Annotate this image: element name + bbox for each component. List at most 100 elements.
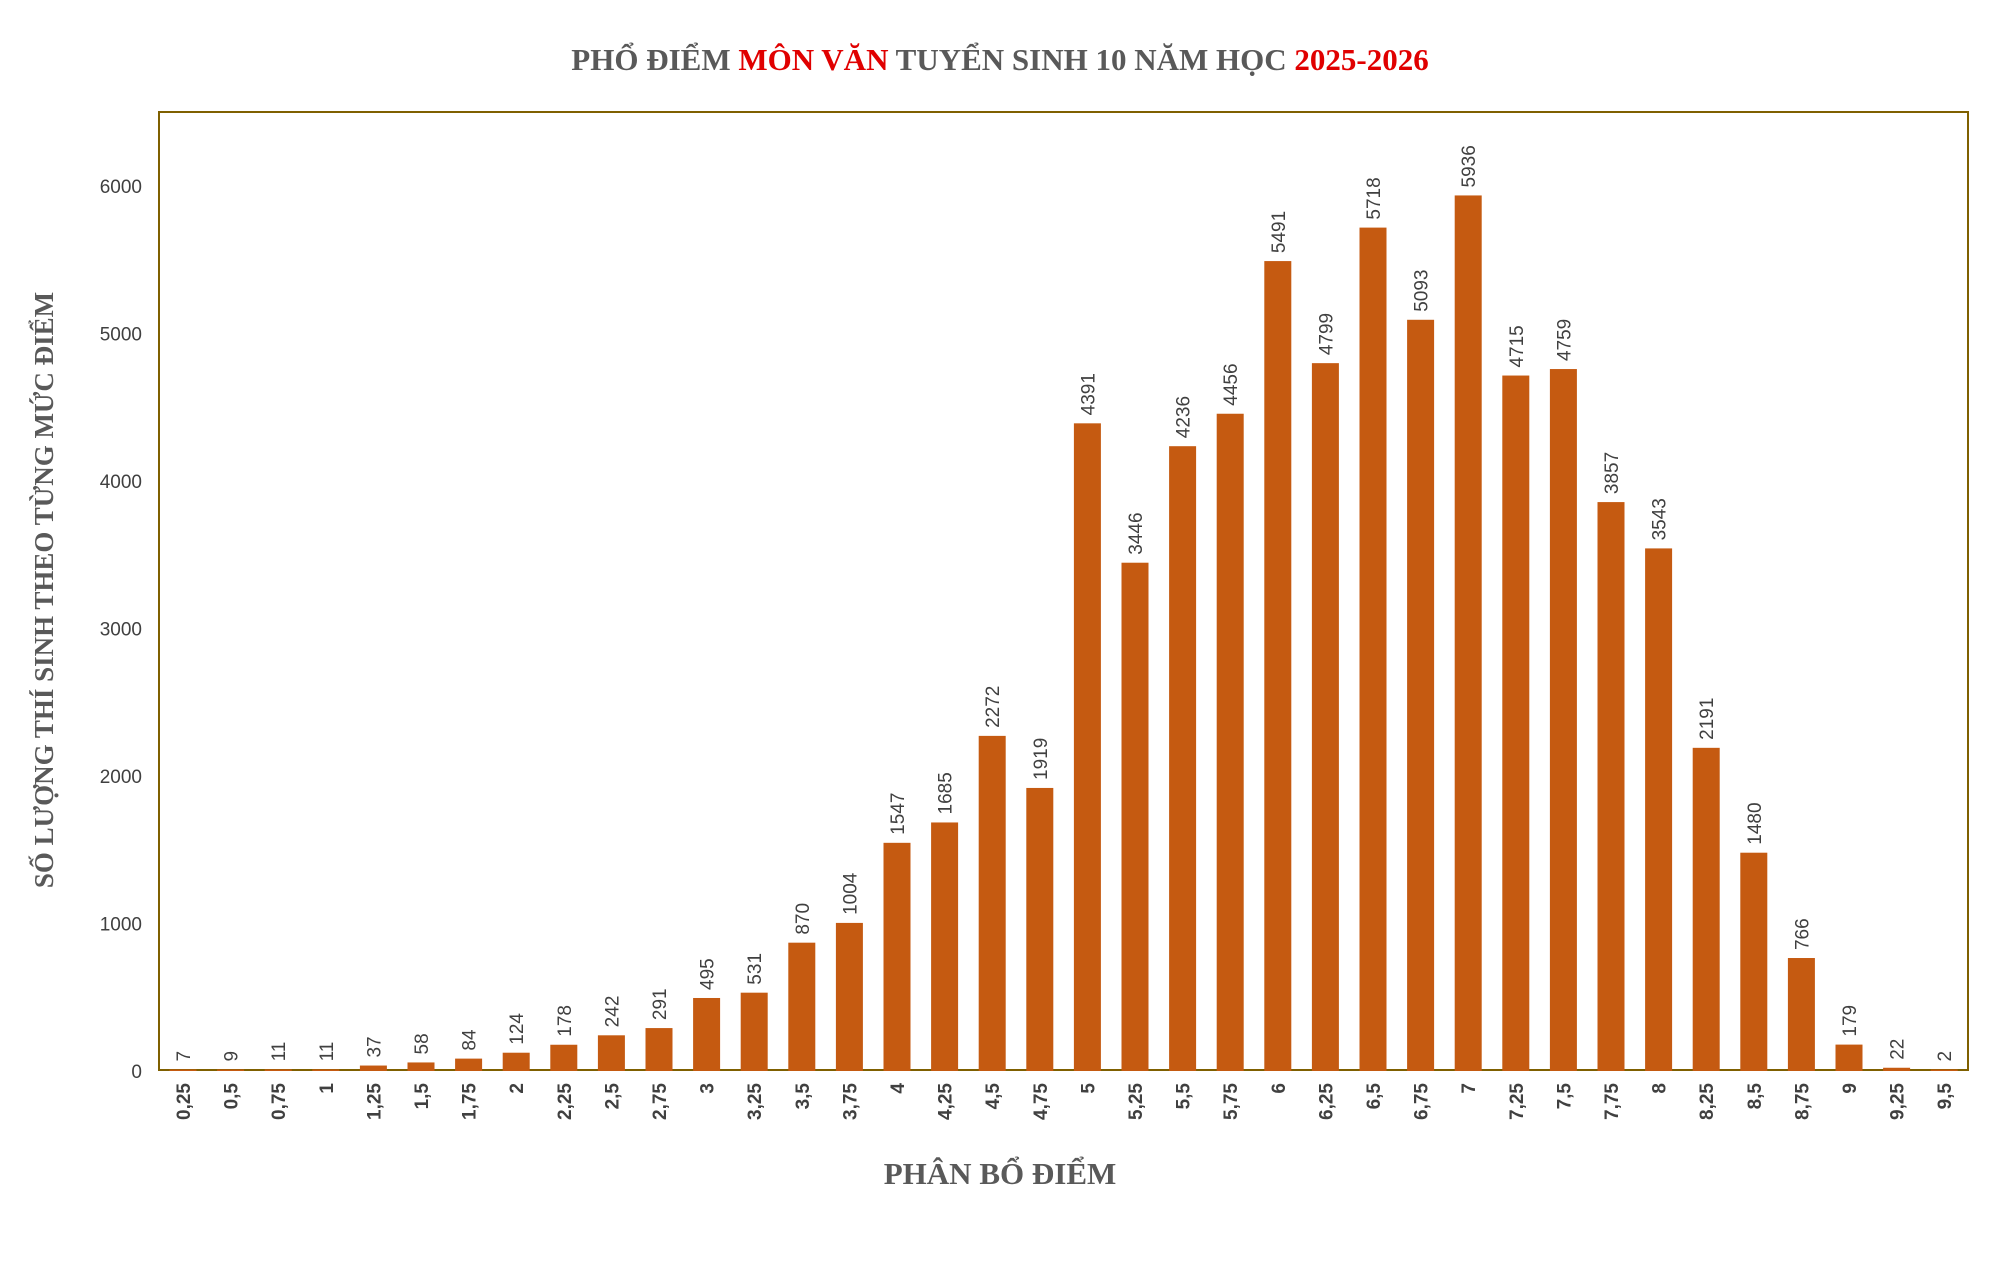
x-tick-label: 0,5 bbox=[222, 1083, 243, 1110]
bar bbox=[597, 1035, 625, 1071]
x-tick-label: 6,75 bbox=[1412, 1083, 1433, 1120]
bar bbox=[1597, 502, 1625, 1071]
x-tick-label: 5,75 bbox=[1221, 1083, 1242, 1120]
bar-value-label: 9 bbox=[222, 1051, 243, 1062]
bar bbox=[169, 1069, 197, 1071]
x-axis-title: PHÂN BỔ ĐIỂM bbox=[884, 1155, 1117, 1191]
bar bbox=[407, 1062, 435, 1071]
bar-value-label: 2272 bbox=[983, 686, 1004, 728]
bar bbox=[788, 942, 816, 1071]
x-tick-label: 0,75 bbox=[269, 1083, 290, 1120]
x-tick-label: 6,25 bbox=[1316, 1083, 1337, 1120]
bar-value-label: 3543 bbox=[1650, 498, 1671, 540]
x-tick-label: 5 bbox=[1078, 1083, 1099, 1094]
plot-area-border bbox=[158, 111, 1969, 1071]
x-tick-label: 0,25 bbox=[174, 1083, 195, 1120]
bar-value-label: 5093 bbox=[1412, 270, 1433, 312]
bar-value-label: 4759 bbox=[1554, 319, 1575, 361]
bar bbox=[1216, 413, 1244, 1071]
bar-value-label: 1685 bbox=[936, 772, 957, 814]
x-tick-label: 2,75 bbox=[650, 1083, 671, 1120]
bar bbox=[693, 997, 721, 1071]
bar bbox=[1026, 787, 1054, 1071]
data-labels: 7 9 11 11 37 58 84 124 178 242 291 495 531 870 1004 154… bbox=[174, 145, 1956, 1061]
bar bbox=[740, 992, 768, 1071]
bar-value-label: 5491 bbox=[1269, 211, 1290, 253]
bar-value-label: 178 bbox=[555, 1005, 576, 1037]
chart-title: PHỔ ĐIỂM MÔN VĂN TUYỂN SINH 10 NĂM HỌC 2… bbox=[571, 41, 1428, 77]
bar bbox=[312, 1069, 340, 1071]
bar bbox=[264, 1069, 292, 1071]
x-tick-label: 4,25 bbox=[936, 1083, 957, 1120]
bar-value-label: 766 bbox=[1792, 918, 1813, 950]
bar-value-label: 4799 bbox=[1316, 313, 1337, 355]
bar-value-label: 11 bbox=[317, 1042, 338, 1062]
bar-value-label: 11 bbox=[269, 1042, 290, 1062]
bar-value-label: 7 bbox=[174, 1051, 195, 1062]
y-axis-title: SỐ LƯỢNG THÍ SINH THEO TỪNG MỨC ĐIỂM bbox=[28, 292, 59, 888]
x-tick-label: 5,5 bbox=[1174, 1083, 1195, 1110]
x-tick-label: 1,25 bbox=[364, 1083, 385, 1120]
bar bbox=[1407, 319, 1435, 1072]
bar bbox=[835, 922, 863, 1071]
bar bbox=[978, 735, 1006, 1071]
y-tick-label: 4000 bbox=[100, 472, 142, 493]
x-tick-label: 8,5 bbox=[1745, 1083, 1766, 1110]
bar bbox=[883, 842, 911, 1071]
chart-title-segment: PHỔ ĐIỂM bbox=[571, 41, 738, 77]
x-tick-label: 3,25 bbox=[745, 1083, 766, 1120]
bar bbox=[1073, 423, 1101, 1071]
bar bbox=[1359, 227, 1387, 1072]
x-tick-label: 7,75 bbox=[1602, 1083, 1623, 1120]
bar-value-label: 2 bbox=[1935, 1051, 1956, 1062]
bar bbox=[1645, 548, 1673, 1071]
x-tick-label: 9,5 bbox=[1935, 1083, 1956, 1110]
x-tick-label: 4,75 bbox=[1031, 1083, 1052, 1120]
x-tick-label: 3 bbox=[698, 1083, 719, 1094]
bar-value-label: 84 bbox=[460, 1029, 481, 1051]
bar bbox=[1883, 1067, 1911, 1071]
bar-value-label: 124 bbox=[507, 1013, 528, 1045]
x-tick-label: 8,25 bbox=[1697, 1083, 1718, 1120]
bar-value-label: 22 bbox=[1888, 1039, 1909, 1060]
x-tick-label: 3,75 bbox=[840, 1083, 861, 1120]
bar bbox=[1169, 446, 1197, 1071]
y-tick-label: 3000 bbox=[100, 620, 142, 641]
bar-value-label: 58 bbox=[412, 1033, 433, 1054]
x-tick-label: 4 bbox=[888, 1083, 909, 1094]
bar-value-label: 1480 bbox=[1745, 802, 1766, 844]
bar bbox=[931, 822, 959, 1071]
bar-value-label: 531 bbox=[745, 953, 766, 985]
x-tick-label: 2,5 bbox=[602, 1083, 623, 1110]
bar bbox=[1121, 562, 1149, 1071]
bar bbox=[1454, 195, 1482, 1071]
bar-value-label: 2191 bbox=[1697, 698, 1718, 740]
bar-value-label: 291 bbox=[650, 988, 671, 1020]
bar-value-label: 4391 bbox=[1078, 373, 1099, 415]
bar-value-label: 242 bbox=[602, 996, 623, 1028]
x-tick-label: 9 bbox=[1840, 1083, 1861, 1094]
y-tick-label: 5000 bbox=[100, 325, 142, 346]
x-tick-label: 5,25 bbox=[1126, 1083, 1147, 1120]
x-tick-label: 7 bbox=[1459, 1083, 1480, 1094]
bar bbox=[217, 1069, 245, 1071]
x-tick-label: 1,5 bbox=[412, 1083, 433, 1110]
bar-value-label: 5936 bbox=[1459, 145, 1480, 187]
x-tick-label: 2 bbox=[507, 1083, 528, 1094]
x-tick-label: 7,25 bbox=[1507, 1083, 1528, 1120]
x-tick-label: 3,5 bbox=[793, 1083, 814, 1110]
y-tick-label: 0 bbox=[131, 1062, 142, 1083]
x-axis: 0,25 0,5 0,75 1 1,25 1,5 1,75 2 2,25 2,5 2,75 3 3,25… bbox=[174, 1083, 1956, 1120]
bar-value-label: 3446 bbox=[1126, 512, 1147, 554]
bar bbox=[1264, 261, 1292, 1071]
chart-title-highlight: MÔN VĂN bbox=[738, 42, 888, 77]
bar-series bbox=[169, 195, 1958, 1072]
bar bbox=[455, 1058, 483, 1071]
bar bbox=[1692, 747, 1720, 1071]
chart-title-highlight: 2025-2026 bbox=[1294, 42, 1428, 77]
x-tick-label: 9,25 bbox=[1888, 1083, 1909, 1120]
bar bbox=[359, 1065, 387, 1071]
y-tick-label: 1000 bbox=[100, 915, 142, 936]
